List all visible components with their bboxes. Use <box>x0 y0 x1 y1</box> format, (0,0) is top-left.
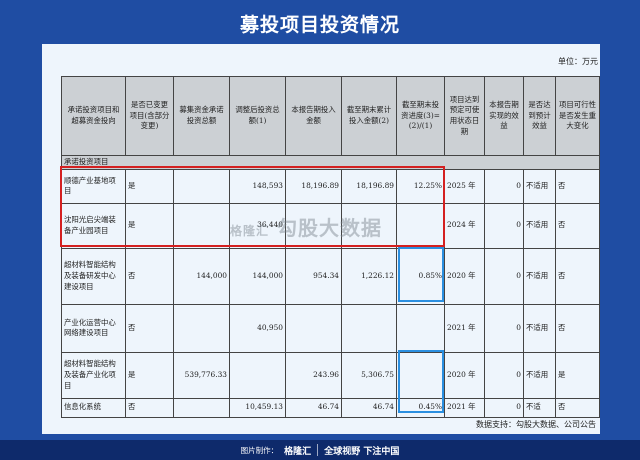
slogan: 全球视野 下注中国 <box>324 446 400 457</box>
table-cell: 否 <box>125 303 174 353</box>
table-cell: 否 <box>555 397 600 418</box>
column-header: 项目达到预定可使用状态日期 <box>444 76 485 156</box>
table-cell: 12.25% <box>396 168 445 204</box>
table-cell: 2024 年 <box>444 202 485 249</box>
column-header: 是否已变更项目(含部分变更) <box>125 76 174 156</box>
column-header: 承诺投资项目和超募资金投向 <box>61 76 126 156</box>
table-cell: 信息化系统 <box>61 397 126 418</box>
table-cell: 否 <box>125 397 174 418</box>
table-cell: 0 <box>484 303 524 353</box>
table-cell <box>173 397 230 418</box>
watermark: 格隆汇 勾股大数据 <box>230 212 382 241</box>
table-cell: 2021 年 <box>444 397 485 418</box>
table-cell: 954.34 <box>285 247 342 305</box>
section-row: 承诺投资项目 <box>61 155 600 170</box>
table-cell <box>396 202 445 249</box>
table-cell <box>173 168 230 204</box>
table-cell: 不适用 <box>523 168 556 204</box>
table-cell <box>285 303 342 353</box>
table-cell: 否 <box>555 303 600 353</box>
table-cell: 0 <box>484 202 524 249</box>
table-cell: 不适 <box>523 397 556 418</box>
table-cell: 0.45% <box>396 397 445 418</box>
column-header: 截至期末累计投入金额(2) <box>341 76 397 156</box>
table-cell: 2021 年 <box>444 303 485 353</box>
table-cell: 18,196.89 <box>341 168 397 204</box>
table-cell: 是 <box>125 202 174 249</box>
table-cell: 0 <box>484 247 524 305</box>
table-cell: 不适用 <box>523 303 556 353</box>
table-cell: 超材料智能结构及装备研发中心建设项目 <box>61 247 126 305</box>
table-cell: 否 <box>555 168 600 204</box>
table-cell: 5,306.75 <box>341 351 397 399</box>
table-cell: 40,950 <box>229 303 286 353</box>
divider <box>317 444 319 456</box>
table-cell: 超材料智能结构及装备产业化项目 <box>61 351 126 399</box>
table-cell <box>341 202 397 249</box>
table-cell: 0 <box>484 397 524 418</box>
table-cell: 否 <box>555 247 600 305</box>
table-row: 超材料智能结构及装备研发中心建设项目否 144,000 144,000 954.34 1… <box>61 247 600 305</box>
table-cell: 18,196.89 <box>285 168 342 204</box>
table-row: 沈阳光启尖端装备产业园项目是 36,440 2024 年 0 不适用否 <box>61 202 600 249</box>
table-row: 信息化系统否 10,459.13 46.74 46.74 0.45% 2021 年 0 不适否 <box>61 397 600 418</box>
table-cell <box>173 202 230 249</box>
unit-label: 单位：万元 <box>558 57 598 66</box>
table-cell: 46.74 <box>341 397 397 418</box>
table-cell: 144,000 <box>173 247 230 305</box>
table-cell: 是 <box>555 351 600 399</box>
column-header: 本报告期实现的效益 <box>484 76 524 156</box>
table-cell: 是 <box>125 168 174 204</box>
column-header: 本报告期投入金额 <box>285 76 342 156</box>
table-cell: 148,593 <box>229 168 286 204</box>
watermark-logo: 格隆汇 <box>230 224 270 238</box>
watermark-text: 勾股大数据 <box>277 216 383 240</box>
column-header: 截至期末投资进度(3)=(2)/(1) <box>396 76 445 156</box>
table-cell: 46.74 <box>285 397 342 418</box>
column-header: 调整后投资总额(1) <box>229 76 286 156</box>
page-title: 募投项目投资情况 <box>239 14 400 36</box>
table-cell: 0.85% <box>396 247 445 305</box>
table-cell <box>285 202 342 249</box>
investment-table: 承诺投资项目和超募资金投向 是否已变更项目(含部分变更) 募集资金承诺投资总额 调整后… <box>61 76 600 418</box>
table-cell: 沈阳光启尖端装备产业园项目 <box>61 202 126 249</box>
table-cell: 2020 年 <box>444 351 485 399</box>
table-cell: 2020 年 <box>444 247 485 305</box>
column-header: 项目可行性是否发生重大变化 <box>555 76 600 156</box>
table-cell: 顺德产业基地项目 <box>61 168 126 204</box>
source-note: 数据支持：勾股大数据、公司公告 <box>476 420 596 429</box>
table-row: 超材料智能结构及装备产业化项目是 539,776.33 243.96 5,306.75… <box>61 351 600 399</box>
column-header: 募集资金承诺投资总额 <box>173 76 230 156</box>
table-cell: 不适用 <box>523 247 556 305</box>
column-header: 是否达到预计效益 <box>523 76 556 156</box>
table-row: 顺德产业基地项目是 148,593 18,196.89 18,196.89 12.25%… <box>61 168 600 204</box>
table-row: 产业化运营中心网络建设项目否 40,950 2021 年 0 不适用否 <box>61 303 600 353</box>
table-cell: 产业化运营中心网络建设项目 <box>61 303 126 353</box>
table-cell: 不适用 <box>523 351 556 399</box>
table-cell: 0 <box>484 168 524 204</box>
table-cell <box>396 303 445 353</box>
table-cell: 是 <box>125 351 174 399</box>
table-cell: 否 <box>555 202 600 249</box>
made-by-label: 图片制作： <box>240 445 279 455</box>
table-cell: 539,776.33 <box>173 351 230 399</box>
table-cell: 0 <box>484 351 524 399</box>
table-cell: 2025 年 <box>444 168 485 204</box>
table-cell: 243.96 <box>285 351 342 399</box>
table-cell <box>341 303 397 353</box>
table-cell <box>396 351 445 399</box>
table-cell: 144,000 <box>229 247 286 305</box>
table-cell: 10,459.13 <box>229 397 286 418</box>
table-cell <box>229 351 286 399</box>
table-cell <box>173 303 230 353</box>
brand-logo: 格隆汇 <box>284 446 312 457</box>
footer-bar: 图片制作： 格隆汇 全球视野 下注中国 <box>0 440 640 460</box>
table-cell: 否 <box>125 247 174 305</box>
table-cell: 不适用 <box>523 202 556 249</box>
table-cell: 1,226.12 <box>341 247 397 305</box>
